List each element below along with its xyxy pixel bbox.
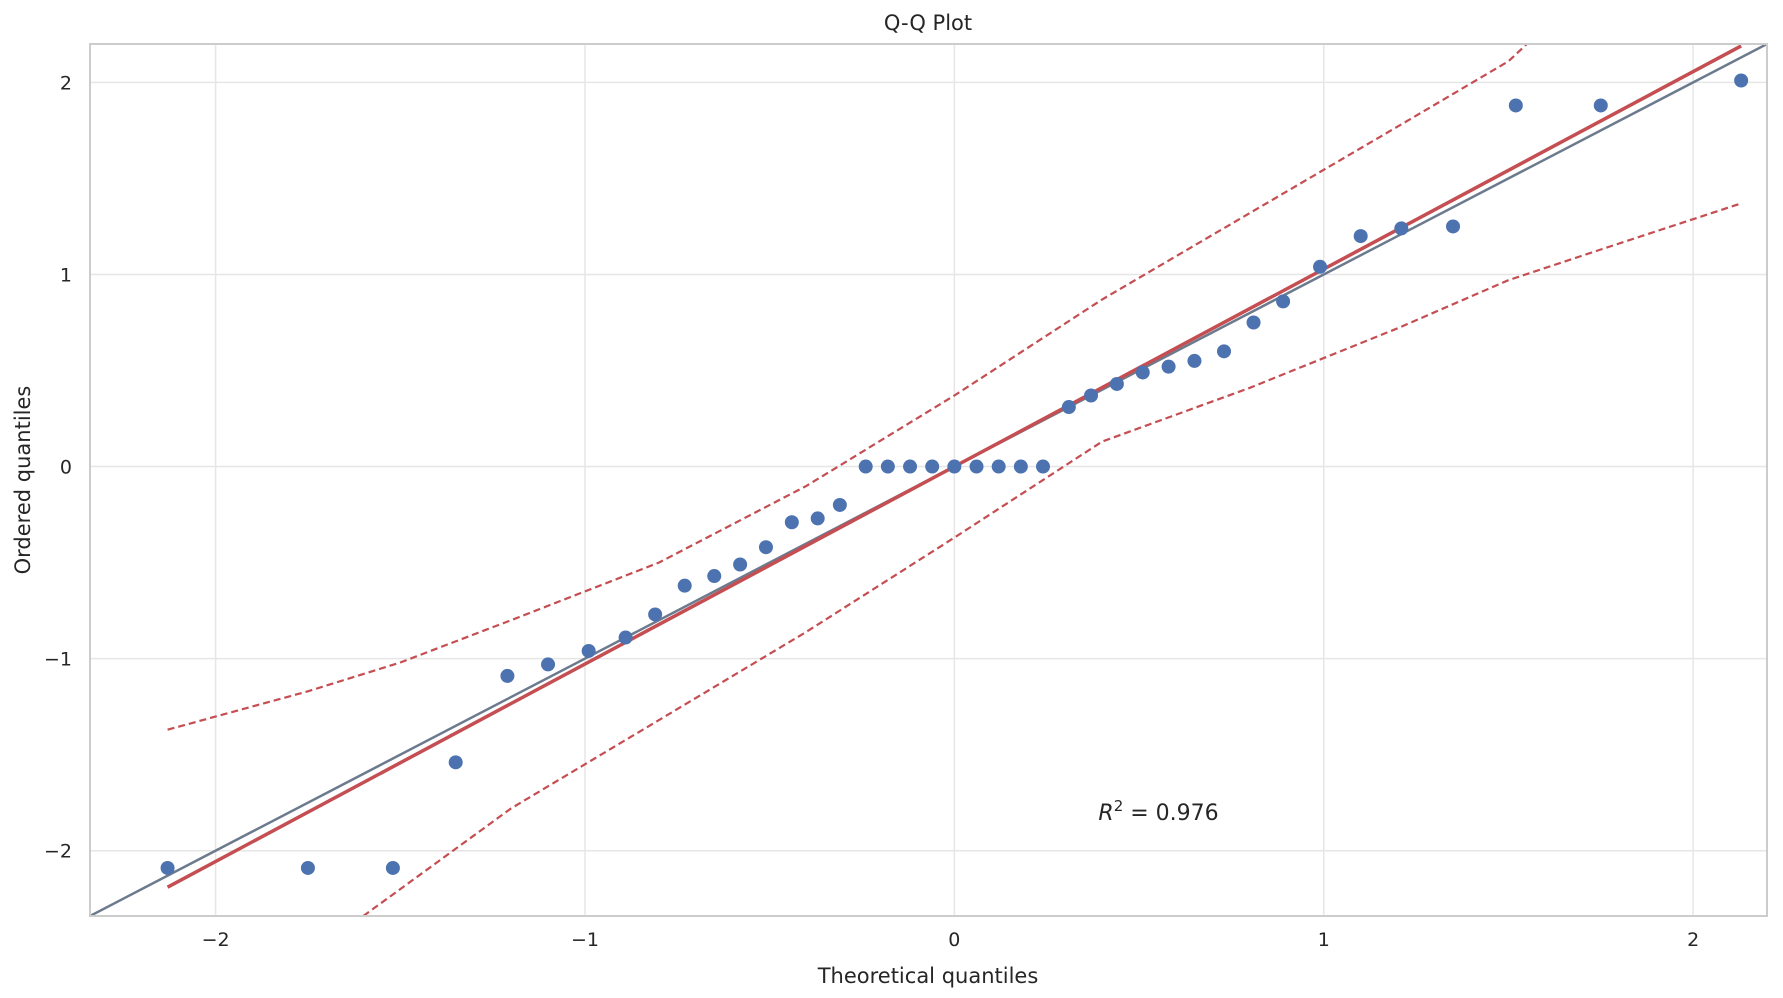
y-tick-label: −1 <box>44 649 72 671</box>
data-point <box>385 860 400 875</box>
x-tick-label: 2 <box>1687 929 1699 951</box>
confidence-band-lower <box>362 202 1742 916</box>
data-point <box>707 569 722 584</box>
y-tick-label: 0 <box>60 457 72 479</box>
data-point <box>1135 365 1150 380</box>
data-point <box>618 630 633 645</box>
data-point <box>991 459 1006 474</box>
data-point <box>160 860 175 875</box>
data-point <box>810 511 825 526</box>
data-point <box>784 515 799 530</box>
r-squared-symbol: R <box>1098 801 1113 826</box>
data-point <box>1508 98 1523 113</box>
data-point <box>1593 98 1608 113</box>
y-axis-label: Ordered quantiles <box>11 386 35 575</box>
x-tick-label: 0 <box>948 929 960 951</box>
data-point <box>448 755 463 770</box>
confidence-band <box>167 44 1742 916</box>
data-point <box>947 459 962 474</box>
data-point <box>541 657 556 672</box>
plot-frame <box>89 43 1768 917</box>
x-tick-labels: −2 −1 0 1 2 <box>202 929 1700 951</box>
y-tick-label: −2 <box>44 841 72 863</box>
data-point <box>1394 221 1409 236</box>
data-point <box>1109 376 1124 391</box>
data-point <box>1187 353 1202 368</box>
data-point <box>903 459 918 474</box>
data-points <box>160 73 1749 875</box>
data-point <box>969 459 984 474</box>
data-point <box>1013 459 1028 474</box>
data-point <box>300 860 315 875</box>
data-point <box>758 540 773 555</box>
data-point <box>648 607 663 622</box>
y-tick-labels: −2 −1 0 1 2 <box>44 72 72 862</box>
data-point <box>733 557 748 572</box>
data-point <box>832 497 847 512</box>
x-tick-label: −1 <box>571 929 599 951</box>
data-point <box>1734 73 1749 88</box>
data-point <box>1061 400 1076 415</box>
x-axis-label: Theoretical quantiles <box>817 964 1039 988</box>
data-point <box>581 643 596 658</box>
chart-title: Q-Q Plot <box>884 11 972 35</box>
data-point <box>1084 388 1099 403</box>
data-point <box>880 459 895 474</box>
data-point <box>1276 294 1291 309</box>
data-point <box>858 459 873 474</box>
x-tick-label: 1 <box>1318 929 1330 951</box>
data-point <box>1313 259 1328 274</box>
data-point <box>1217 344 1232 359</box>
data-point <box>500 668 515 683</box>
confidence-band-upper <box>167 44 1528 731</box>
y-tick-label: 2 <box>60 72 72 94</box>
data-point <box>925 459 940 474</box>
r-squared-exponent: 2 <box>1114 797 1124 815</box>
data-point <box>1353 229 1368 244</box>
data-point <box>1036 459 1051 474</box>
data-point <box>1161 359 1176 374</box>
plot-area <box>90 44 1767 916</box>
grid-lines <box>90 44 1767 916</box>
y-tick-label: 1 <box>60 264 72 286</box>
data-point <box>1446 219 1461 234</box>
data-point <box>1246 315 1261 330</box>
x-tick-label: −2 <box>202 929 230 951</box>
r-squared-annotation: R2 = 0.976 <box>1098 797 1218 826</box>
r-squared-value: = 0.976 <box>1123 801 1218 826</box>
data-point <box>677 578 692 593</box>
